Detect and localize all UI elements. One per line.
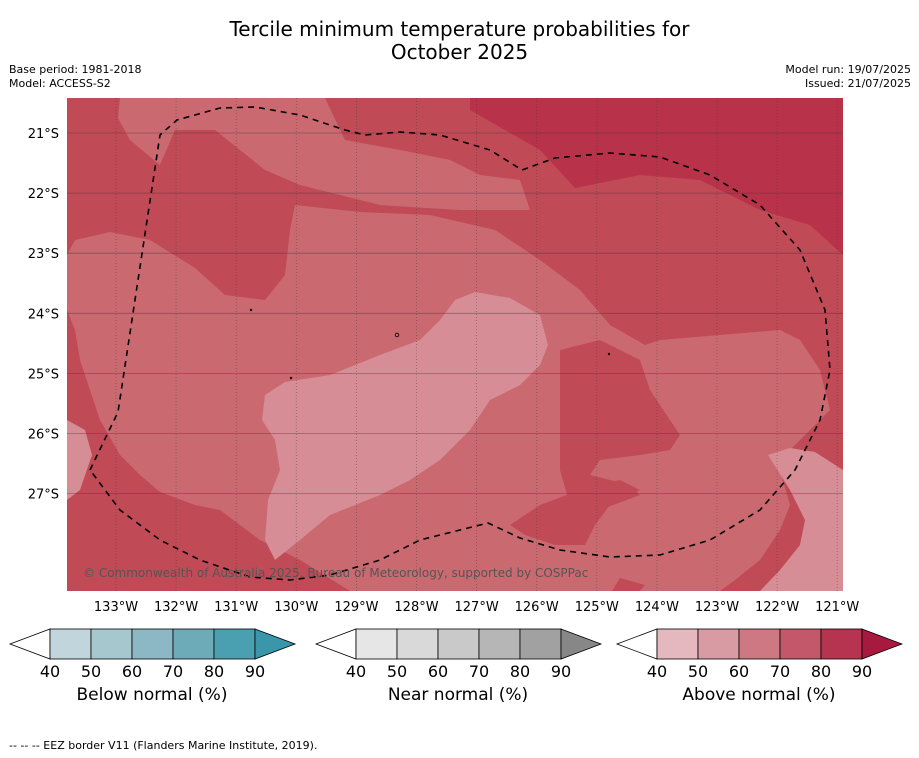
zone-70-80-bottom-patch <box>612 578 645 591</box>
latitude-label: 25°S <box>28 367 59 382</box>
colorbar-extend-high <box>560 628 603 660</box>
colorbar-segment <box>90 628 133 660</box>
longitude-label: 131°W <box>214 600 258 615</box>
colorbar-segment <box>519 628 562 660</box>
colorbar-segment <box>697 628 740 660</box>
latitude-label: 26°S <box>28 428 59 443</box>
longitude-label: 121°W <box>815 600 859 615</box>
latitude-label: 24°S <box>28 307 59 322</box>
colorbar-tick: 40 <box>647 662 667 681</box>
colorbar-tick: 80 <box>204 662 224 681</box>
model-name: Model: ACCESS-S2 <box>9 77 111 90</box>
colorbar-tick: 80 <box>510 662 530 681</box>
latitude-label: 21°S <box>28 127 59 142</box>
colorbar-segment <box>478 628 521 660</box>
longitude-label: 126°W <box>515 600 559 615</box>
colorbar-extend-low <box>8 628 51 660</box>
latitude-labels: 21°S 22°S 23°S 24°S 25°S 26°S 27°S <box>28 127 59 503</box>
colorbar: 40 50 60 70 80 90 <box>314 628 603 681</box>
island-marker <box>249 308 253 312</box>
zone-70-80-lower-centre <box>510 480 640 545</box>
meta-right: Model run: 19/07/2025 Issued: 21/07/2025 <box>785 63 911 91</box>
colorbar-segment <box>131 628 174 660</box>
longitude-label: 128°W <box>394 600 438 615</box>
colorbar-tick: 70 <box>163 662 183 681</box>
longitude-label: 130°W <box>274 600 318 615</box>
colorbar-tick: 60 <box>729 662 749 681</box>
issued-date: Issued: 21/07/2025 <box>804 77 911 90</box>
colorbar-segment <box>738 628 781 660</box>
longitude-label: 123°W <box>695 600 739 615</box>
longitude-label: 127°W <box>455 600 499 615</box>
colorbar-tick: 40 <box>346 662 366 681</box>
colorbar-segment <box>656 628 699 660</box>
colorbar-tick: 90 <box>852 662 872 681</box>
island-markers <box>249 308 611 380</box>
model-run: Model run: 19/07/2025 <box>785 63 911 76</box>
title-line-2: October 2025 <box>390 40 529 64</box>
longitude-label: 122°W <box>755 600 799 615</box>
colorbar-title-above: Above normal (%) <box>682 685 836 705</box>
zone-50-60-left-edge <box>67 420 92 500</box>
zone-60-70-upper-left <box>118 98 530 210</box>
title-line-1: Tercile minimum temperature probabilitie… <box>229 17 690 41</box>
colorbar-segment <box>396 628 439 660</box>
island-marker <box>607 352 611 356</box>
colorbar-extend-low <box>615 628 658 660</box>
colorbar-tick: 50 <box>81 662 101 681</box>
colorbar-tick: 40 <box>40 662 60 681</box>
eez-legend-note: -- -- -- EEZ border V11 (Flanders Marine… <box>9 739 318 752</box>
colorbar-tick: 90 <box>551 662 571 681</box>
colorbar-extend-low <box>314 628 357 660</box>
zone-80-90-north-east <box>470 98 843 255</box>
colorbar-tick: 60 <box>428 662 448 681</box>
zone-70-80-inner-right <box>560 340 680 510</box>
colorbar-extend-high <box>861 628 904 660</box>
colorbar-segment <box>172 628 215 660</box>
colorbar-tick: 50 <box>688 662 708 681</box>
colorbar-tick: 70 <box>770 662 790 681</box>
chart-title: Tercile minimum temperature probabilitie… <box>0 18 919 64</box>
colorbar: 40 50 60 70 80 90 <box>8 628 297 681</box>
latitude-label: 23°S <box>28 247 59 262</box>
longitude-label: 133°W <box>94 600 138 615</box>
latitude-label: 27°S <box>28 488 59 503</box>
island-marker <box>289 376 293 380</box>
meta-left: Base period: 1981-2018 Model: ACCESS-S2 <box>9 63 141 91</box>
colorbar-tick: 90 <box>245 662 265 681</box>
probability-field <box>67 98 843 591</box>
zone-50-60-right <box>760 448 843 591</box>
gridlines <box>67 98 843 591</box>
colorbar-tick: 80 <box>811 662 831 681</box>
colorbar-segment <box>779 628 822 660</box>
longitude-labels: 133°W 132°W 131°W 130°W 129°W 128°W 127°W 126°W… <box>94 600 860 615</box>
colorbar-segment <box>820 628 863 660</box>
colorbar-title-near: Near normal (%) <box>387 685 529 705</box>
colorbar-tick: 60 <box>122 662 142 681</box>
colorbar-segment <box>437 628 480 660</box>
longitude-label: 129°W <box>334 600 378 615</box>
colorbar-segment <box>213 628 256 660</box>
map-figure: © Commonwealth of Australia 2025, Bureau… <box>28 98 860 615</box>
island-marker <box>394 332 400 338</box>
longitude-label: 132°W <box>154 600 198 615</box>
map-credit: © Commonwealth of Australia 2025, Bureau… <box>83 566 588 580</box>
longitude-label: 124°W <box>635 600 679 615</box>
colorbar: 40 50 60 70 80 90 <box>615 628 904 681</box>
colorbar-title-below: Below normal (%) <box>76 685 228 705</box>
colorbar-segment <box>49 628 92 660</box>
zone-50-60-central <box>262 292 548 560</box>
colorbar-segment <box>355 628 398 660</box>
eez-border <box>89 106 831 581</box>
longitude-label: 125°W <box>575 600 619 615</box>
base-period: Base period: 1981-2018 <box>9 63 142 76</box>
colorbar-extend-high <box>254 628 297 660</box>
colorbar-panel: 40 50 60 70 80 90 40 50 60 70 80 90 40 50 60 70 80 90 <box>8 628 904 681</box>
colorbar-tick: 50 <box>387 662 407 681</box>
colorbar-tick: 70 <box>469 662 489 681</box>
latitude-label: 22°S <box>28 187 59 202</box>
